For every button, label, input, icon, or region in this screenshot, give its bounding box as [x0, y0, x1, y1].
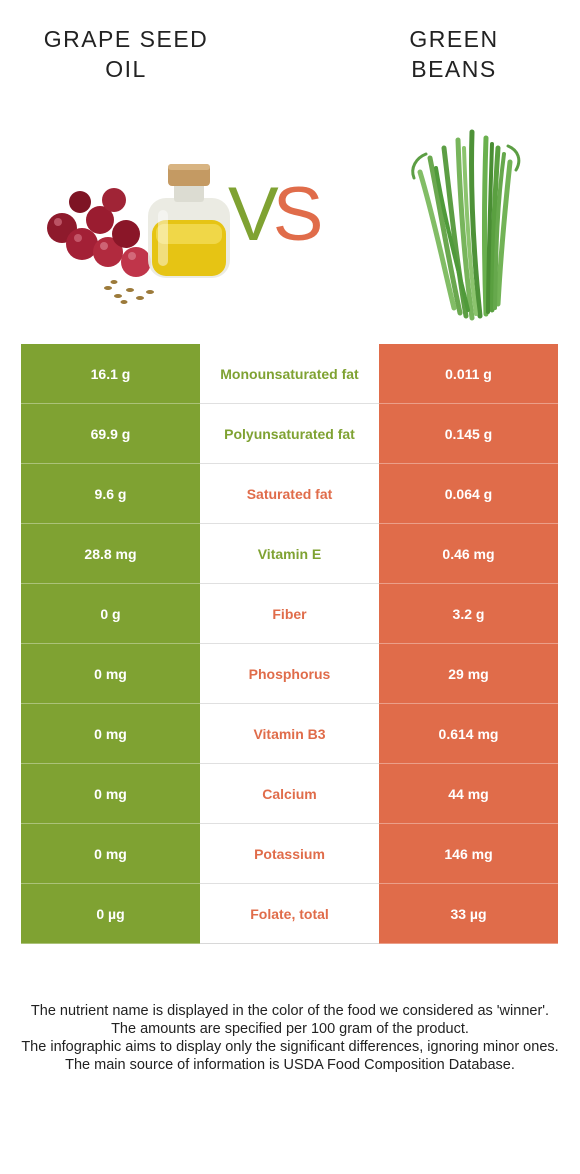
left-food-title-line-1: GRAPE SEED — [43, 26, 209, 52]
left-food-value: 0 mg — [21, 764, 200, 824]
nutrient-name: Vitamin B3 — [200, 704, 379, 764]
nutrient-name: Calcium — [200, 764, 379, 824]
right-food-value: 0.614 mg — [379, 704, 558, 764]
table-row: 0 mg Phosphorus 29 mg — [21, 644, 558, 704]
table-row: 0 mg Calcium 44 mg — [21, 764, 558, 824]
vs-letter-s: S — [272, 172, 324, 257]
right-food-value: 0.145 g — [379, 404, 558, 464]
nutrient-name: Vitamin E — [200, 524, 379, 584]
left-food-value: 28.8 mg — [21, 524, 200, 584]
nutrient-name: Potassium — [200, 824, 379, 884]
right-food-value: 44 mg — [379, 764, 558, 824]
right-food-value: 3.2 g — [379, 584, 558, 644]
seeds-illustration — [104, 280, 154, 304]
right-food-title: GREEN BEANS — [344, 24, 564, 84]
nutrient-name: Folate, total — [200, 884, 379, 944]
table-row: 0 mg Vitamin B3 0.614 mg — [21, 704, 558, 764]
nutrient-name: Polyunsaturated fat — [200, 404, 379, 464]
left-food-value: 9.6 g — [21, 464, 200, 524]
table-row: 0 g Fiber 3.2 g — [21, 584, 558, 644]
nutrient-name: Saturated fat — [200, 464, 379, 524]
table-row: 0 mg Potassium 146 mg — [21, 824, 558, 884]
right-food-title-line-2: BEANS — [411, 56, 497, 82]
nutrient-name: Phosphorus — [200, 644, 379, 704]
right-food-value: 0.46 mg — [379, 524, 558, 584]
vs-letter-v: V — [228, 172, 279, 257]
left-food-value: 0 g — [21, 584, 200, 644]
right-food-value: 0.064 g — [379, 464, 558, 524]
right-food-title-line-1: GREEN — [409, 26, 499, 52]
oil-bottle-illustration — [148, 164, 230, 278]
left-food-value: 0 µg — [21, 884, 200, 944]
nutrient-name: Fiber — [200, 584, 379, 644]
left-food-value: 0 mg — [21, 824, 200, 884]
footer-note-differences: The infographic aims to display only the… — [21, 1039, 559, 1055]
left-food-title-line-2: OIL — [105, 56, 147, 82]
right-food-value: 33 µg — [379, 884, 558, 944]
table-row: 16.1 g Monounsaturated fat 0.011 g — [21, 344, 558, 404]
nutrient-name: Monounsaturated fat — [200, 344, 379, 404]
grape-seed-oil-image — [47, 164, 230, 304]
footer-note-amounts: The amounts are specified per 100 gram o… — [111, 1021, 469, 1037]
table-row: 69.9 g Polyunsaturated fat 0.145 g — [21, 404, 558, 464]
left-food-value: 0 mg — [21, 644, 200, 704]
left-food-value: 0 mg — [21, 704, 200, 764]
table-row: 9.6 g Saturated fat 0.064 g — [21, 464, 558, 524]
green-beans-illustration — [411, 129, 521, 321]
green-beans-image — [411, 129, 521, 321]
left-food-value: 16.1 g — [21, 344, 200, 404]
left-food-title: GRAPE SEED OIL — [16, 24, 236, 84]
right-food-value: 146 mg — [379, 824, 558, 884]
right-food-value: 29 mg — [379, 644, 558, 704]
right-food-value: 0.011 g — [379, 344, 558, 404]
table-row: 28.8 mg Vitamin E 0.46 mg — [21, 524, 558, 584]
footer-notes: The nutrient name is displayed in the co… — [20, 1002, 560, 1074]
comparison-table: 16.1 g Monounsaturated fat 0.011 g 69.9 g Po… — [21, 344, 558, 944]
table-row: 0 µg Folate, total 33 µg — [21, 884, 558, 944]
footer-note-winner-color: The nutrient name is displayed in the co… — [30, 1003, 550, 1019]
vs-label: VS — [228, 165, 358, 265]
footer-note-source: The main source of information is USDA F… — [65, 1057, 515, 1073]
grapes-illustration — [47, 188, 151, 277]
left-food-value: 69.9 g — [21, 404, 200, 464]
